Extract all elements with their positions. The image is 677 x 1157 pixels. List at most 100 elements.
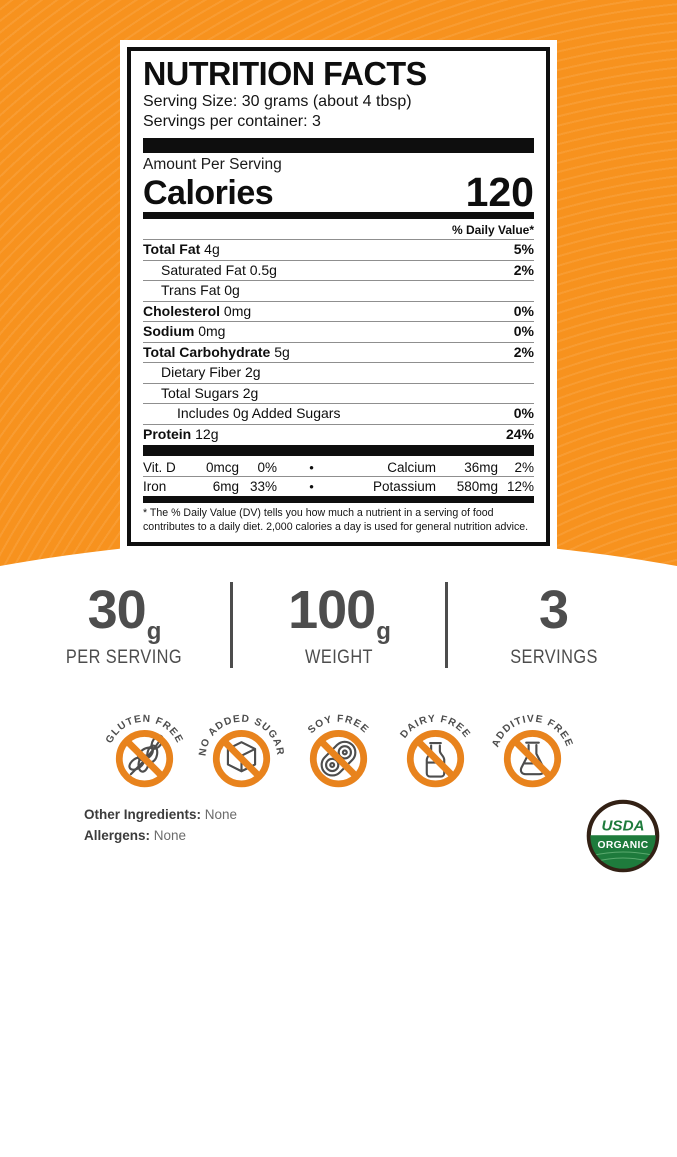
nutrition-facts-card: NUTRITION FACTS Serving Size: 30 grams (… — [120, 40, 557, 554]
bullet-separator: • — [309, 459, 314, 475]
nutrient-row-total-carbohydrate: Total Carbohydrate 5g 2% — [143, 341, 534, 363]
micronutrient-name: Iron — [143, 478, 167, 494]
nutrient-name: Protein — [143, 425, 192, 442]
stat-unit: g — [376, 617, 391, 645]
nutrient-amount: 0mg — [220, 302, 252, 319]
nutrient-row-protein: Protein 12g 24% — [143, 423, 534, 445]
nutrient-dv: 0% — [513, 323, 534, 340]
divider-bar-medium — [143, 212, 534, 220]
nutrient-name: Total Carbohydrate — [143, 343, 271, 360]
micronutrient-dv: 2% — [514, 459, 534, 475]
stat-value: 30 — [87, 580, 147, 640]
daily-value-header: % Daily Value* — [451, 223, 534, 238]
allergens-label: Allergens: — [84, 827, 151, 843]
stat-label: WEIGHT — [304, 646, 373, 668]
micronutrient-dv: 33% — [249, 478, 277, 494]
free-from-badges-row: GLUTEN FREE NO ADDED SUGAR SOY FREE — [0, 694, 677, 800]
stat-label: PER SERVING — [65, 646, 182, 668]
nutrient-row-cholesterol: Cholesterol 0mg 0% — [143, 300, 534, 322]
micronutrient-amount: 6mg — [212, 478, 239, 494]
milk-bottle-icon — [406, 730, 465, 788]
wheat-icon — [115, 730, 174, 788]
micronutrient-row-iron-potassium: Iron 6mg 33% • Potassium 580mg 12% — [143, 476, 534, 495]
other-ingredients-line: Other Ingredients: None — [84, 805, 237, 826]
usda-organic-seal: USDA ORGANIC — [586, 799, 660, 873]
amount-per-serving-text: Amount Per Serving — [143, 155, 282, 173]
micronutrient-name: Vit. D — [143, 459, 176, 475]
micronutrient-amount: 36mg — [464, 459, 498, 475]
nutrient-row-added-sugars: Includes 0g Added Sugars 0% — [143, 403, 534, 424]
additive-free-badge: ADDITIVE FREE — [490, 714, 573, 788]
calories-label: Calories — [143, 174, 274, 213]
allergens-value: None — [150, 827, 187, 843]
usda-text: USDA — [601, 818, 644, 835]
nutrient-row-total-sugars: Total Sugars 2g — [143, 382, 534, 404]
nutrient-row-saturated-fat: Saturated Fat 0.5g 2% — [143, 259, 534, 281]
micronutrient-dv: 12% — [506, 478, 534, 494]
nutrient-amount: Includes 0g Added Sugars — [177, 405, 341, 422]
lab-flask-icon — [503, 730, 562, 788]
nutrient-dv: 24% — [505, 425, 534, 442]
nutrient-amount: Dietary Fiber 2g — [161, 364, 261, 381]
nutrient-dv: 5% — [513, 241, 534, 258]
nutrient-dv: 2% — [513, 261, 534, 278]
stat-servings: 3 SERVINGS — [460, 582, 648, 669]
divider-bar-thick — [143, 445, 534, 457]
nutrient-name: Total Fat — [143, 241, 201, 258]
sugar-cube-icon — [212, 730, 271, 788]
daily-value-footnote: * The % Daily Value (DV) tells you how m… — [143, 507, 529, 534]
nutrient-dv: 2% — [513, 343, 534, 360]
gluten-free-badge: GLUTEN FREE — [104, 714, 185, 788]
nutrient-amount: 0mg — [194, 323, 226, 340]
nutrient-amount: 12g — [191, 425, 219, 442]
soy-free-badge: SOY FREE — [306, 714, 370, 788]
micronutrient-row-vitd-calcium: Vit. D 0mcg 0% • Calcium 36mg 2% — [143, 458, 534, 476]
soy-pod-icon — [309, 730, 368, 788]
stat-label: SERVINGS — [509, 646, 598, 668]
stat-value: 100 — [288, 580, 376, 640]
nutrient-row-trans-fat: Trans Fat 0g — [143, 280, 534, 301]
nutrient-name: Cholesterol — [143, 302, 221, 319]
serving-size-text: Serving Size: 30 grams (about 4 tbsp) — [143, 92, 412, 110]
other-ingredients-value: None — [201, 807, 238, 822]
micronutrient-amount: 0mcg — [205, 459, 239, 475]
nutrient-amount: Total Sugars 2g — [161, 384, 259, 401]
nutrient-amount: 5g — [270, 343, 290, 360]
no-added-sugar-badge: NO ADDED SUGAR — [197, 714, 284, 788]
allergens-line: Allergens: None — [84, 826, 237, 847]
vertical-divider — [444, 582, 448, 669]
calories-value: 120 — [465, 168, 534, 215]
nutrient-amount: Saturated Fat 0.5g — [161, 261, 277, 278]
svg-text:GLUTEN FREE: GLUTEN FREE — [104, 714, 185, 746]
badge-label: GLUTEN FREE — [104, 714, 184, 746]
stat-per-serving: 30g PER SERVING — [30, 582, 218, 669]
micronutrient-dv: 0% — [257, 459, 277, 475]
nutrient-row-total-fat: Total Fat 4g 5% — [143, 239, 534, 260]
micronutrient-name: Potassium — [372, 478, 436, 494]
stat-weight: 100g WEIGHT — [245, 582, 433, 669]
organic-text: ORGANIC — [597, 840, 648, 851]
divider-bar-thick — [143, 137, 534, 153]
nutrient-row-sodium: Sodium 0mg 0% — [143, 321, 534, 342]
nutrient-amount: 4g — [200, 241, 220, 258]
dairy-free-badge: DAIRY FREE — [399, 714, 471, 788]
nutrient-amount: Trans Fat 0g — [161, 282, 240, 299]
bullet-separator: • — [309, 478, 314, 494]
divider-bar-medium — [143, 496, 534, 504]
calories-row: Calories 120 — [143, 168, 534, 215]
micronutrient-name: Calcium — [387, 459, 436, 475]
vertical-divider — [229, 582, 233, 669]
servings-per-container-text: Servings per container: 3 — [143, 113, 321, 131]
product-stats-band: 30g PER SERVING 100g WEIGHT 3 SERVINGS — [0, 582, 677, 669]
nutrient-row-dietary-fiber: Dietary Fiber 2g — [143, 362, 534, 383]
nutrient-dv: 0% — [513, 302, 534, 319]
nutrient-name: Sodium — [143, 323, 195, 340]
nutrition-facts-title: NUTRITION FACTS — [143, 55, 427, 92]
ingredients-info: Other Ingredients: None Allergens: None — [84, 805, 237, 847]
stat-value: 3 — [538, 580, 569, 640]
nutrition-facts-border: NUTRITION FACTS Serving Size: 30 grams (… — [127, 47, 550, 547]
other-ingredients-label: Other Ingredients: — [84, 807, 202, 822]
stat-unit: g — [146, 617, 162, 645]
micronutrient-amount: 580mg — [456, 478, 498, 494]
nutrient-dv: 0% — [513, 405, 534, 422]
